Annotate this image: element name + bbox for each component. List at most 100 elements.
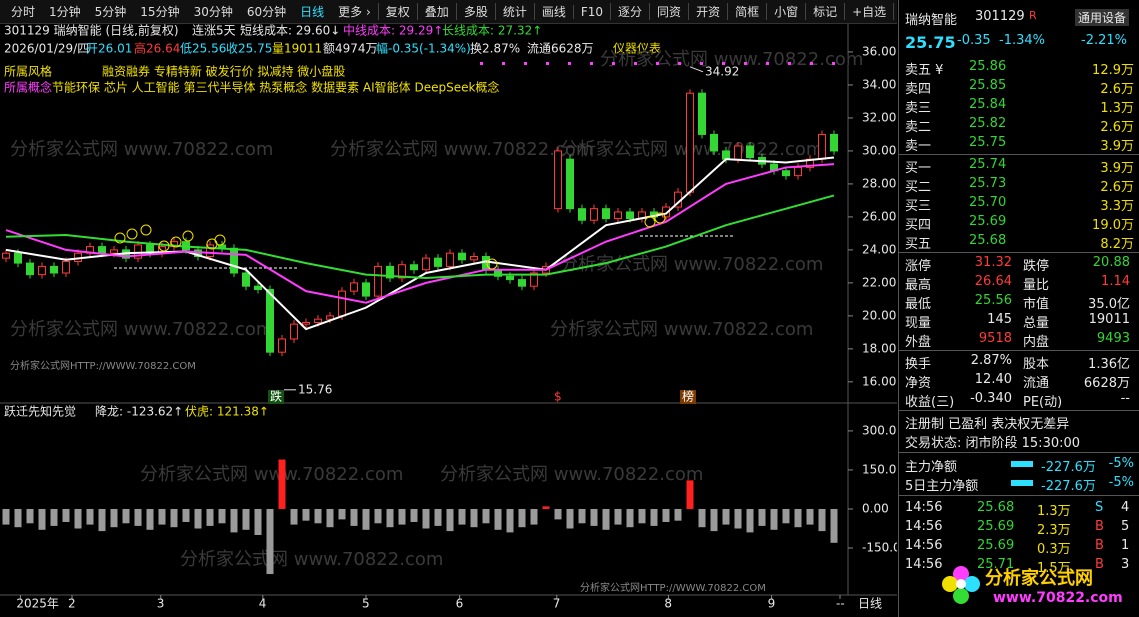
toolbar-button[interactable]: 30分钟 bbox=[193, 5, 233, 19]
indicator-bar bbox=[62, 508, 70, 522]
indicator-bar bbox=[206, 508, 214, 526]
info-field: 仪器仪表 bbox=[613, 42, 661, 56]
stat-label: 最低 bbox=[905, 297, 932, 312]
indicator-bar bbox=[278, 459, 286, 509]
toolbar-button[interactable]: 更多 › bbox=[338, 5, 371, 19]
indicator-bar bbox=[230, 508, 238, 533]
trade-time: 14:56 bbox=[905, 538, 943, 553]
x-tick-label: 5 bbox=[362, 597, 370, 611]
trade-row: 14:56 25.68 1.3万 S 4 bbox=[899, 499, 1139, 519]
toolbar-button[interactable]: 1分钟 bbox=[49, 5, 81, 19]
coin-signal bbox=[654, 212, 666, 224]
stat-value: 9493 bbox=[1096, 331, 1130, 346]
indicator-bar bbox=[314, 508, 322, 524]
indicator-bar bbox=[350, 508, 358, 526]
stat-row: 最低 25.56 市值 35.0亿 bbox=[899, 292, 1139, 312]
toolbar-button[interactable]: 复权 bbox=[377, 3, 417, 20]
indicator-bar bbox=[758, 508, 766, 526]
signal-box bbox=[268, 390, 284, 404]
toolbar-button[interactable]: 同资 bbox=[649, 3, 688, 20]
toolbar-button[interactable]: 逐分 bbox=[610, 3, 649, 20]
trade-count: 3 bbox=[1121, 557, 1130, 572]
stat-row: 涨停 31.32 跌停 20.88 bbox=[899, 254, 1139, 274]
last-price: 25.75 bbox=[905, 33, 956, 52]
stat-row: 最高 26.64 量比 1.14 bbox=[899, 273, 1139, 293]
x-tick-label: 4 bbox=[259, 597, 267, 611]
price-pct: -1.34% bbox=[999, 33, 1045, 48]
stat-value: 31.32 bbox=[974, 255, 1012, 270]
toolbar-button[interactable]: 叠加 bbox=[416, 3, 456, 20]
toolbar-button[interactable]: 标记 bbox=[805, 3, 844, 20]
dot bbox=[634, 62, 637, 65]
stat-value: 20.88 bbox=[1092, 255, 1130, 270]
info-field: 收25.75 bbox=[226, 42, 272, 56]
indicator-bar bbox=[770, 508, 778, 530]
candle bbox=[26, 262, 34, 276]
separator bbox=[899, 410, 1139, 411]
stat-label: 现量 bbox=[905, 316, 932, 331]
toolbar-button[interactable]: F10 bbox=[572, 4, 610, 19]
toolbar-button[interactable]: 分时 bbox=[11, 5, 36, 19]
book-price: 25.74 bbox=[969, 157, 1007, 172]
coin-signal bbox=[126, 228, 138, 240]
dot bbox=[612, 62, 615, 65]
indicator-bar bbox=[182, 508, 190, 522]
candle bbox=[350, 282, 358, 292]
cost-line bbox=[5, 194, 835, 279]
toolbar-button[interactable]: 5分钟 bbox=[94, 5, 127, 19]
candle bbox=[530, 272, 538, 287]
candle bbox=[602, 208, 610, 220]
info-field: 2026/01/29/四 bbox=[4, 42, 89, 56]
dot bbox=[766, 62, 769, 65]
toolbar-button[interactable]: 60分钟 bbox=[246, 5, 287, 19]
dot bbox=[590, 62, 593, 65]
style-label: 所属风格 bbox=[4, 64, 52, 79]
candle bbox=[686, 92, 694, 193]
watermark: 分析家公式网 www.70822.com bbox=[600, 49, 863, 70]
toolbar-button[interactable]: +自选 bbox=[844, 3, 893, 20]
candle bbox=[554, 150, 562, 210]
candle bbox=[566, 158, 574, 210]
period-label[interactable]: 日线 bbox=[858, 597, 882, 611]
book-row: 买五 25.68 8.2万 bbox=[899, 232, 1139, 252]
candle bbox=[446, 252, 454, 267]
toolbar-button[interactable]: 统计 bbox=[494, 3, 534, 20]
info-long-cost: 长线成本: 27.32↑ bbox=[442, 24, 542, 38]
high-mark: 34.92 bbox=[705, 64, 739, 78]
toolbar-button[interactable]: 小窗 bbox=[766, 3, 805, 20]
watermark: 分析家公式网 www.70822.com bbox=[10, 319, 273, 340]
y2-tick-label: -150.0 bbox=[862, 541, 897, 555]
indicator-bar bbox=[26, 508, 34, 524]
indicator-bar bbox=[410, 508, 418, 522]
signal: 跌 bbox=[270, 389, 282, 404]
concept-label: 所属概念 bbox=[4, 80, 52, 95]
indicator-bar bbox=[446, 508, 454, 532]
book-volume: 1.3万 bbox=[1100, 101, 1134, 116]
sector-button[interactable]: 通用设备 bbox=[1075, 9, 1130, 26]
x-tick-label: 9 bbox=[768, 597, 776, 611]
separator bbox=[899, 452, 1139, 453]
indicator-bar bbox=[326, 508, 334, 528]
flow-pct: -5% bbox=[1108, 456, 1134, 471]
tags: 注册制 已盈利 表决权无差异 bbox=[905, 417, 1070, 432]
dot bbox=[524, 62, 527, 65]
toolbar-button[interactable]: 日线 bbox=[300, 5, 325, 19]
x-tick-label: 8 bbox=[664, 597, 672, 611]
book-label: 买三 bbox=[905, 199, 932, 214]
separator bbox=[899, 252, 1139, 253]
y-tick-label: 32.00 bbox=[862, 110, 896, 124]
toolbar-button[interactable]: 画线 bbox=[533, 3, 573, 20]
flow-value: -227.6万 bbox=[1041, 460, 1096, 475]
stock-flag: R bbox=[1029, 9, 1037, 22]
toolbar-button[interactable]: 多股 bbox=[455, 3, 495, 20]
candle bbox=[374, 265, 382, 297]
toolbar-button[interactable]: 15分钟 bbox=[140, 5, 180, 19]
trade-count: 4 bbox=[1121, 500, 1130, 515]
stat-label: 内盘 bbox=[1023, 335, 1050, 350]
toolbar-button[interactable]: 简框 bbox=[727, 3, 766, 20]
indicator-bar bbox=[794, 508, 802, 528]
toolbar-button[interactable]: 开资 bbox=[688, 3, 727, 20]
book-row: 卖二 25.82 2.6万 bbox=[899, 115, 1139, 135]
dot bbox=[832, 62, 835, 65]
candle bbox=[326, 315, 334, 320]
